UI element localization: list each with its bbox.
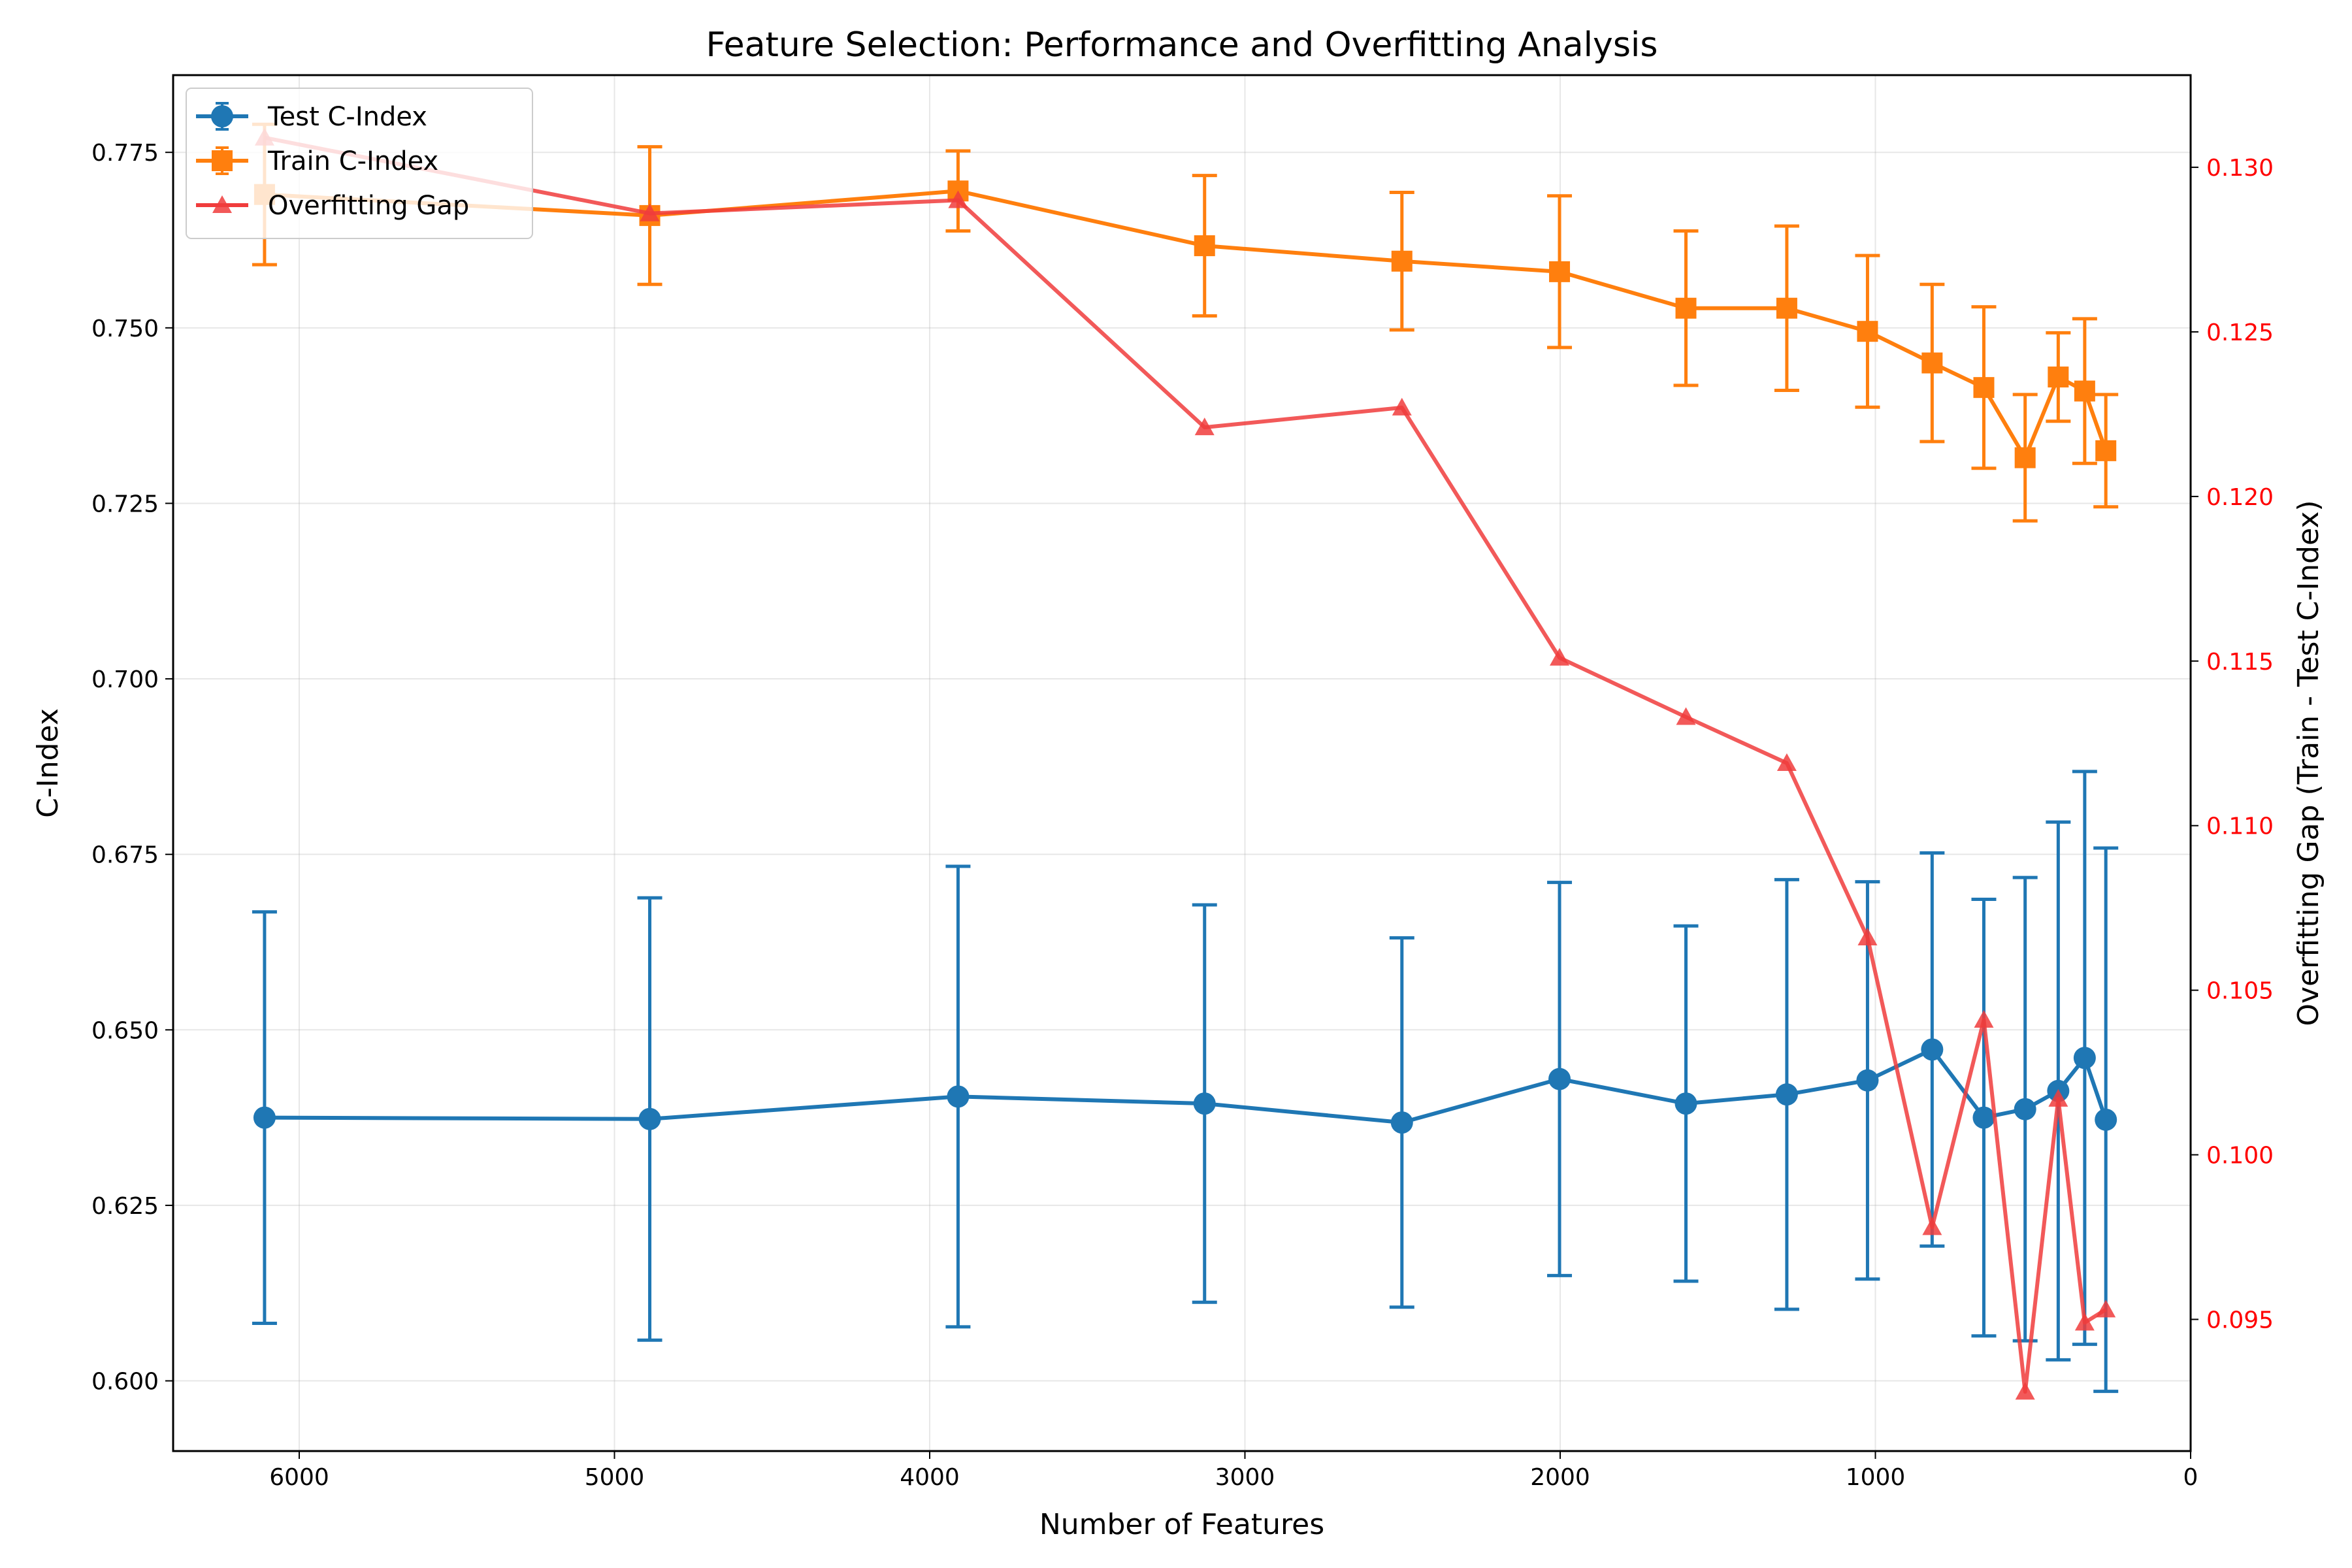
train-c-index-point xyxy=(1857,321,1878,342)
overfitting-gap-point xyxy=(1676,707,1696,725)
test-c-index-point xyxy=(1972,1106,1995,1129)
series-train-c-index xyxy=(252,122,2119,523)
x-tick-label: 2000 xyxy=(1530,1464,1590,1491)
train-c-index-point xyxy=(1776,297,1797,319)
y2-tick-label: 0.100 xyxy=(2206,1143,2274,1169)
train-c-index-point xyxy=(1194,235,1215,257)
y2-axis-title: Overfitting Gap (Train - Test C-Index) xyxy=(2292,500,2325,1026)
y-tick-label: 0.675 xyxy=(91,842,159,869)
y2-tick-label: 0.110 xyxy=(2206,813,2274,840)
test-c-index-point xyxy=(947,1085,970,1108)
legend-label: Test C-Index xyxy=(267,102,427,132)
overfitting-gap-point xyxy=(1922,1217,1942,1235)
x-tick-label: 1000 xyxy=(1846,1464,1906,1491)
x-tick-label: 0 xyxy=(2183,1464,2198,1491)
overfitting-gap-line xyxy=(264,135,2107,1394)
legend-marker xyxy=(212,195,232,213)
y-tick-label: 0.775 xyxy=(91,140,159,167)
overfitting-gap-point xyxy=(1392,397,1412,416)
y-axis-title: C-Index xyxy=(31,708,65,818)
test-c-index-point xyxy=(1548,1068,1571,1090)
overfitting-gap-point xyxy=(1776,753,1797,771)
train-c-index-point xyxy=(2048,367,2069,388)
legend-box xyxy=(186,88,533,239)
y-tick-label: 0.750 xyxy=(91,316,159,342)
train-c-index-point xyxy=(1973,377,1995,399)
overfitting-gap-point xyxy=(2074,1313,2095,1331)
test-c-index-point xyxy=(1193,1092,1216,1115)
test-c-index-point xyxy=(1674,1092,1697,1115)
legend-label: Overfitting Gap xyxy=(268,191,469,221)
train-c-index-point xyxy=(1921,352,1943,374)
test-c-index-point xyxy=(253,1106,276,1129)
legend-item-test-c-index: Test C-Index xyxy=(196,102,427,132)
y2-tick-label: 0.095 xyxy=(2206,1307,2274,1333)
legend: Test C-Index Train C-Index Overfitting Gap xyxy=(186,88,533,239)
legend-item-overfitting-gap: Overfitting Gap xyxy=(196,191,469,221)
test-c-index-point xyxy=(1921,1038,1944,1061)
series-layer xyxy=(252,122,2119,1400)
test-c-index-point xyxy=(2073,1047,2096,1070)
x-axis-title: Number of Features xyxy=(1039,1508,1324,1541)
y-tick-label: 0.625 xyxy=(91,1193,159,1220)
series-test-c-index xyxy=(252,770,2119,1394)
y2-tick-label: 0.115 xyxy=(2206,649,2274,676)
overfitting-gap-point xyxy=(2048,1088,2068,1107)
legend-label: Train C-Index xyxy=(267,146,438,176)
axes-layer: 6000 5000 4000 3000 2000 1000 0 0.600 0.625 0.650… xyxy=(91,140,2274,1491)
overfitting-gap-point xyxy=(1194,417,1215,436)
overfitting-gap-point xyxy=(2096,1299,2116,1318)
train-c-index-point xyxy=(1675,297,1697,319)
plot-frame xyxy=(172,74,2192,1452)
test-c-index-point xyxy=(1856,1069,1879,1092)
y2-tick-label: 0.130 xyxy=(2206,155,2274,182)
overfitting-gap-point xyxy=(948,190,968,208)
x-tick-label: 5000 xyxy=(585,1464,645,1491)
x-tick-label: 3000 xyxy=(1215,1464,1275,1491)
test-c-index-point xyxy=(638,1107,661,1130)
overfitting-gap-point xyxy=(1974,1009,1994,1028)
y2-tick-label: 0.125 xyxy=(2206,319,2274,346)
train-c-index-point xyxy=(2074,380,2095,402)
legend-marker xyxy=(211,105,233,127)
overfitting-gap-point xyxy=(1550,647,1570,666)
legend-marker xyxy=(212,150,233,171)
x-tick-label: 6000 xyxy=(269,1464,329,1491)
test-c-index-point xyxy=(2095,1108,2117,1131)
y-tick-label: 0.600 xyxy=(91,1369,159,1396)
overfitting-gap-point xyxy=(640,203,660,221)
train-c-index-point xyxy=(1549,261,1571,282)
y2-tick-label: 0.105 xyxy=(2206,978,2274,1005)
y-tick-label: 0.650 xyxy=(91,1017,159,1044)
train-c-index-point xyxy=(1391,250,1413,272)
train-c-index-point xyxy=(2095,440,2117,461)
test-c-index-line xyxy=(264,1047,2108,1125)
grid-lines xyxy=(173,75,2191,1451)
y-tick-label: 0.700 xyxy=(91,666,159,693)
chart-title: Feature Selection: Performance and Overf… xyxy=(706,25,1658,65)
x-tick-label: 4000 xyxy=(900,1464,960,1491)
test-c-index-point xyxy=(1775,1083,1798,1106)
y2-tick-label: 0.120 xyxy=(2206,484,2274,511)
overfitting-gap-point xyxy=(1857,928,1878,946)
train-c-index-point xyxy=(2014,447,2036,468)
series-overfitting-gap xyxy=(254,127,2116,1400)
test-c-index-point xyxy=(1390,1111,1413,1134)
y-tick-label: 0.725 xyxy=(91,491,159,517)
train-c-index-line xyxy=(264,189,2108,460)
legend-item-train-c-index: Train C-Index xyxy=(196,146,438,176)
overfitting-gap-point xyxy=(2015,1382,2035,1400)
test-c-index-point xyxy=(2014,1098,2036,1120)
